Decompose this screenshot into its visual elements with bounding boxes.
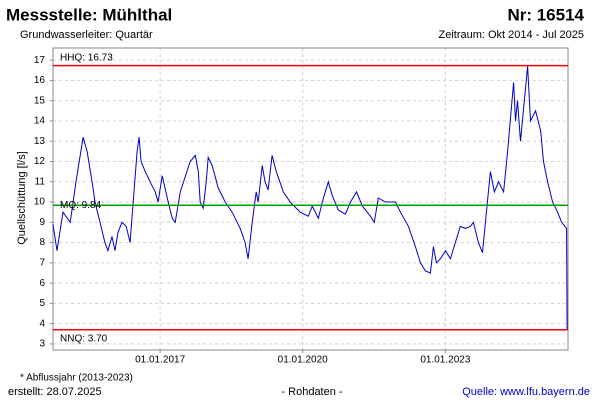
y-tick-label: 13 (34, 136, 46, 147)
y-tick-label: 4 (39, 318, 45, 329)
reference-label: MQ: 9.84 (60, 200, 102, 211)
period: Zeitraum: Okt 2014 - Jul 2025 (438, 29, 584, 41)
y-tick-label: 12 (34, 156, 46, 167)
x-tick-label: 01.01.2017 (135, 355, 185, 366)
x-tick-label: 01.01.2023 (420, 355, 470, 366)
subtitle: Grundwasserleiter: Quartär (20, 29, 153, 41)
y-tick-label: 5 (39, 298, 45, 309)
y-tick-label: 14 (34, 116, 46, 127)
y-tick-label: 8 (39, 237, 45, 248)
plot-frame (52, 47, 569, 351)
y-tick-label: 7 (39, 257, 45, 268)
y-tick-label: 6 (39, 278, 45, 289)
reference-label: NNQ: 3.70 (60, 333, 108, 344)
y-tick-label: 3 (39, 339, 45, 350)
y-tick-label: 17 (34, 55, 46, 66)
y-tick-label: 11 (35, 176, 46, 187)
y-axis-title: Quellschüttung [l/s] (16, 151, 28, 245)
chart-title: Messstelle: Mühlthal (6, 5, 172, 24)
y-tick-label: 16 (34, 75, 46, 86)
footnote: * Abflussjahr (2013-2023) (20, 373, 133, 384)
source: Quelle: www.lfu.bayern.de (462, 386, 590, 398)
reference-label: HHQ: 16.73 (60, 52, 113, 63)
station-number: Nr: 16514 (507, 5, 584, 24)
created-date: erstellt: 28.07.2025 (8, 386, 102, 398)
data-line (52, 66, 568, 330)
y-tick-label: 15 (34, 95, 46, 106)
y-tick-label: 9 (39, 217, 45, 228)
x-tick-label: 01.01.2020 (278, 355, 328, 366)
y-tick-label: 10 (34, 197, 46, 208)
data-note: - Rohdaten - (281, 386, 342, 398)
